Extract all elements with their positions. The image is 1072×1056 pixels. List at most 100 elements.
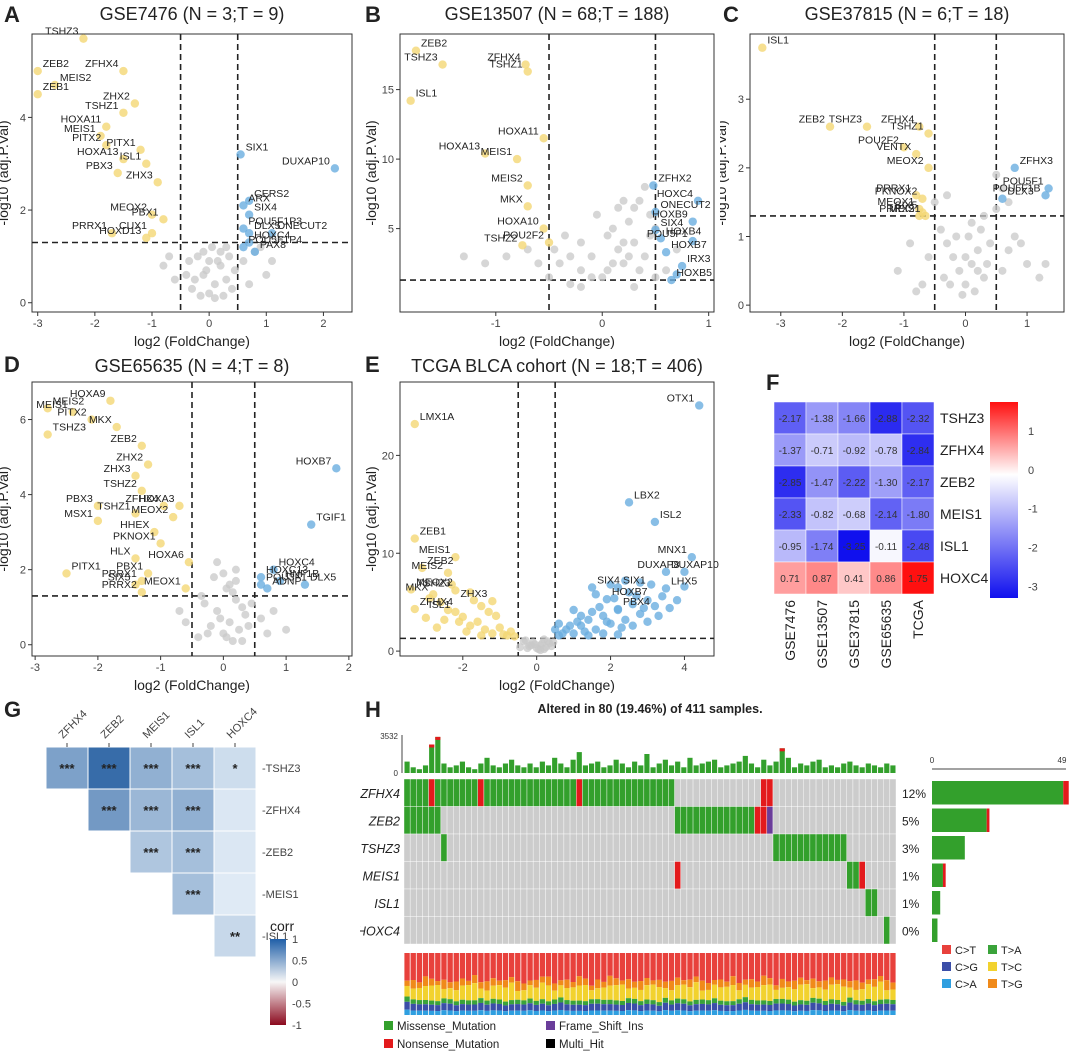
tmb-bar <box>804 765 810 773</box>
downregulated-point <box>488 597 497 606</box>
x-tick-label: 4 <box>681 662 687 674</box>
titv-bar-segment <box>558 1009 564 1015</box>
oncoplot-cell <box>686 778 694 807</box>
titv-bar-segment <box>804 984 810 1001</box>
titv-bar-segment <box>761 1004 767 1011</box>
y-tick-label: 0 <box>20 640 26 652</box>
gene-label: HLX <box>110 545 130 557</box>
oncoplot-cell <box>551 888 558 917</box>
correlation-cell <box>129 830 173 874</box>
heatmap-value: -0.71 <box>811 446 834 457</box>
oncoplot-cell <box>686 888 694 917</box>
titv-bar-segment <box>724 981 730 987</box>
nonsignificant-point <box>210 294 219 303</box>
upregulated-point <box>667 275 676 285</box>
downregulated-point <box>915 122 924 131</box>
titv-bar-segment <box>724 1005 730 1012</box>
oncoplot-cell <box>619 888 626 917</box>
oncoplot-cell <box>532 888 540 917</box>
correlation-cell <box>129 746 173 790</box>
heatmap-cell <box>837 561 871 595</box>
titv-bar-segment <box>478 988 484 999</box>
tmb-bar-nonsense <box>429 744 435 748</box>
titv-bar-segment <box>699 990 705 1000</box>
tmb-bar <box>545 765 552 773</box>
nonsignificant-point <box>640 252 649 261</box>
oncoplot-cell <box>871 888 878 917</box>
upregulated-point <box>569 629 578 638</box>
heatmap-column-label: TCGA <box>910 599 926 639</box>
nonsignificant-point <box>603 266 612 275</box>
oncoplot-cell <box>649 861 657 890</box>
nonsignificant-point <box>973 266 982 275</box>
nonsignificant-point <box>239 257 248 266</box>
upregulated-point <box>680 567 689 577</box>
titv-bar-segment <box>822 1004 828 1011</box>
titv-bar-segment <box>527 985 533 999</box>
nonsignificant-point <box>912 287 921 296</box>
nonsignificant-point <box>231 576 240 585</box>
upregulated-point <box>263 584 272 593</box>
downregulated-point <box>43 430 52 439</box>
gene-label: DUXAP8 <box>637 559 679 571</box>
nonsignificant-point <box>936 225 945 234</box>
titv-bar-segment <box>853 989 859 1001</box>
gene-label: MEOX2 <box>416 576 453 588</box>
gene-label: TSHZ2 <box>484 232 517 244</box>
tmb-bar <box>724 765 730 773</box>
heatmap-value: 1.75 <box>908 574 928 585</box>
oncoplot-cell <box>471 833 479 862</box>
tmb-bar <box>853 765 859 773</box>
oncoplot-cell <box>631 806 638 835</box>
plot-frame <box>399 381 715 657</box>
x-tick-label: -2 <box>93 662 103 674</box>
titv-bar-segment <box>668 980 675 991</box>
titv-bar-segment <box>865 953 871 980</box>
titv-bar-segment <box>754 1000 761 1005</box>
downregulated-point <box>451 607 460 617</box>
oncoplot-cell <box>477 916 485 945</box>
oncoplot-cell <box>785 833 792 862</box>
oncoplot-cell <box>526 888 534 917</box>
titv-bar-segment <box>834 953 841 980</box>
titv-bar-segment <box>650 1004 656 1011</box>
nonsignificant-point <box>545 273 554 282</box>
oncoplot-cell <box>409 806 417 835</box>
titv-bar-segment <box>847 953 853 982</box>
nonsignificant-point <box>955 266 964 275</box>
titv-bar-segment <box>496 999 502 1004</box>
correlation-cell <box>213 830 257 874</box>
significance-label: *** <box>185 761 201 776</box>
titv-bar-segment <box>447 1010 453 1015</box>
titv-bar-segment <box>847 987 853 998</box>
gene-label: ZEB2 <box>421 38 447 50</box>
oncoplot-cell <box>809 833 817 862</box>
oncoplot-cell <box>674 806 681 835</box>
titv-bar-segment <box>576 1000 582 1005</box>
tmb-bar <box>650 767 656 773</box>
upregulated-point <box>628 621 637 630</box>
upregulated-point <box>613 630 623 639</box>
oncoplot-cell <box>569 778 577 807</box>
titv-bar-segment <box>576 1004 582 1011</box>
titv-bar-segment <box>453 1011 459 1015</box>
titv-bar-segment <box>675 998 681 1004</box>
titv-bar-segment <box>588 1003 595 1011</box>
gene-label: HOXA6 <box>148 549 184 561</box>
titv-bar-segment <box>465 1004 472 1011</box>
titv-bar-segment <box>441 1003 447 1011</box>
tmb-bar <box>576 752 582 773</box>
oncoplot-cell <box>828 778 835 807</box>
heatmap-cell <box>869 433 903 467</box>
titv-bar-segment <box>877 981 884 1000</box>
nonsignificant-point <box>459 252 468 261</box>
nonsignificant-point <box>182 270 191 279</box>
gene-label: POU2F2 <box>858 134 899 146</box>
titv-bar-segment <box>662 981 669 989</box>
panel-letter-a: A <box>4 2 20 27</box>
heatmap-value: -1.74 <box>811 542 834 553</box>
heatmap-cell <box>901 529 935 563</box>
titv-bar-segment <box>736 953 742 984</box>
oncoplot-cell <box>742 916 749 945</box>
titv-bar-segment <box>742 997 748 1003</box>
